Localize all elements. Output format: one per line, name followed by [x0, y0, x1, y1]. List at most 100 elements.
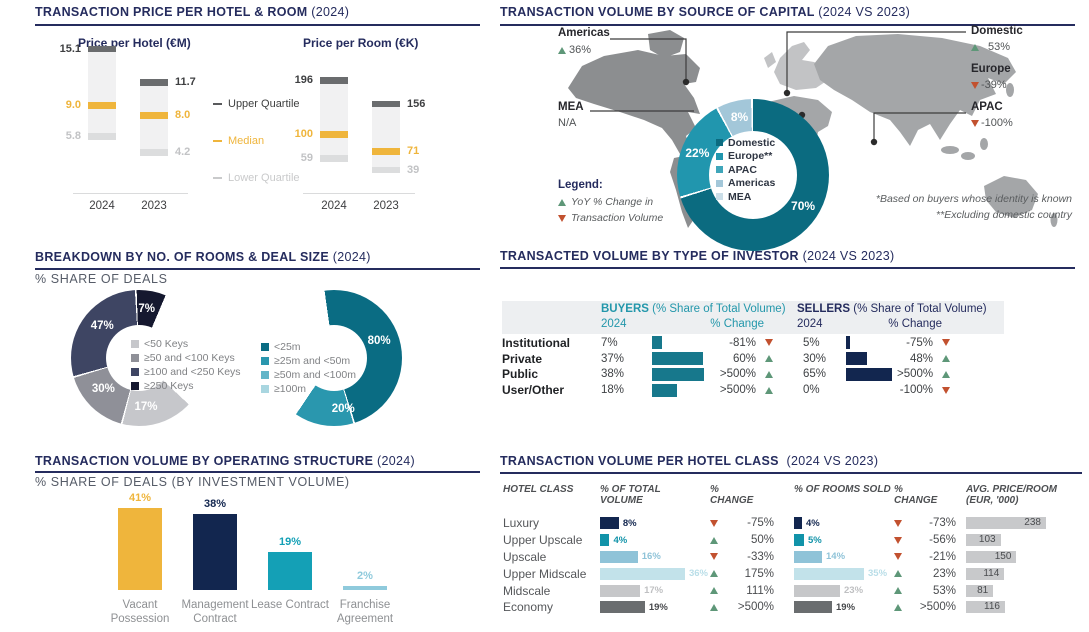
buyer-share-bar	[652, 383, 677, 397]
buyer-share-bar	[652, 367, 705, 381]
down-triangle-icon	[710, 519, 718, 527]
volume-change-value: -75%	[747, 517, 774, 530]
volume-bar	[600, 567, 685, 580]
rooms-change-cell: -21%	[894, 551, 956, 563]
rooms-bar-cell: 5%	[794, 534, 894, 547]
legend-dash-icon	[213, 176, 222, 180]
sellers-year-header: 2024	[797, 318, 823, 330]
volume-bar	[600, 584, 641, 597]
donut-legend-label: <25m	[274, 341, 301, 353]
donut-segment-value: 47%	[90, 320, 114, 333]
lower-quartile-mark	[88, 133, 116, 140]
down-triangle-icon	[710, 553, 718, 561]
structure-bar-value: 41%	[128, 492, 152, 504]
volume-change-value: -33%	[747, 550, 774, 563]
lower-quartile-value: 5.8	[65, 130, 81, 143]
legend-swatch-icon	[131, 382, 139, 390]
capital-legend-title: Legend:	[558, 179, 603, 191]
island-uk	[764, 52, 776, 68]
donut-legend-label: ≥50 and <100 Keys	[144, 352, 235, 364]
donut-segment-value: 8%	[730, 109, 749, 124]
rooms-change-cell: 53%	[894, 585, 956, 597]
rooms-bar-cell: 19%	[794, 601, 894, 614]
down-triangle-icon	[765, 339, 773, 347]
buyer-share-value: 18%	[601, 384, 625, 397]
capital-footnote-1: *Based on buyers whose identity is known	[875, 193, 1072, 205]
donut-legend-item: Americas	[716, 177, 775, 191]
legend-dash-icon	[213, 102, 222, 106]
seller-change-direction	[933, 339, 950, 347]
quartile-legend-item: Lower Quartile	[213, 172, 300, 184]
rooms-change-value: -56%	[929, 534, 956, 547]
rooms-bar-value: 4%	[806, 517, 820, 529]
donut-legend-label: APAC	[728, 163, 757, 176]
donut-segment-value: 17%	[134, 400, 158, 413]
volume-bar-cell: 4%	[600, 534, 710, 547]
volume-bar-value: 16%	[641, 551, 661, 563]
donut-segment-value: 30%	[91, 383, 115, 396]
source-of-capital-donut-legend: Domestic Europe** APAC Americas MEA	[716, 136, 775, 204]
hotel-class-table-row: Upscale 16% -33% 14% -21% 150	[503, 549, 1083, 566]
median-value: 9.0	[65, 99, 81, 112]
structure-category-label: Franchise Agreement	[336, 599, 394, 625]
volume-change-cell: 50%	[710, 534, 774, 546]
rooms-change-value: >500%	[919, 601, 956, 614]
volume-bar-value: 8%	[622, 517, 637, 529]
buyer-share-bar-cell	[652, 352, 710, 366]
rooms-bar-value: 14%	[826, 551, 846, 563]
continent-greenland	[648, 30, 684, 58]
source-of-capital-donut-chart: 8% 22% 70%	[677, 99, 829, 251]
legend-dash-icon	[213, 139, 222, 143]
callout-mea-value: N/A	[558, 117, 577, 129]
hotel-class-table-row: Midscale 17% 111% 23% 53% 81	[503, 582, 1083, 599]
capital-title-suffix: (2024 VS 2023)	[818, 5, 911, 19]
investor-table-body: Institutional 7% -81% 5% -75% Private 37% 60% 30…	[502, 335, 1004, 398]
down-triangle-icon	[894, 536, 902, 544]
donut-legend-item: ≥25m and <50m	[261, 354, 356, 368]
capital-legend-down-line: Transaction Volume	[558, 212, 663, 224]
callout-americas-value: 36%	[558, 44, 591, 56]
island-japan	[1006, 83, 1014, 97]
volume-bar	[600, 517, 619, 530]
up-triangle-icon	[710, 603, 718, 611]
island-indonesia	[941, 146, 959, 154]
structure-section-subtitle: % SHARE OF DEALS (BY INVESTMENT VOLUME)	[35, 475, 350, 489]
callout-apac-value: -100%	[971, 117, 1013, 129]
buyer-share-bar	[652, 336, 662, 350]
down-triangle-icon	[894, 519, 902, 527]
upper-quartile-value: 156	[407, 97, 426, 110]
volume-change-value: >500%	[737, 601, 774, 614]
down-triangle-icon	[894, 553, 902, 561]
year-axis-label: 2024	[321, 200, 347, 212]
price-bar-cell: 103	[966, 534, 1052, 547]
legend-swatch-icon	[716, 139, 723, 147]
legend-swatch-icon	[716, 152, 723, 160]
structure-category-label: Vacant Possession	[110, 599, 170, 625]
price-title-suffix: (2024)	[311, 5, 350, 19]
structure-bar	[193, 514, 237, 590]
class-table-header: HOTEL CLASS % OF TOTAL VOLUME % CHANGE %…	[503, 484, 1083, 506]
median-value: 100	[294, 128, 313, 141]
volume-bar-cell: 8%	[600, 517, 710, 530]
quartile-legend-label: Median	[228, 135, 265, 147]
buyers-change-header: % Change	[710, 318, 764, 330]
legend-swatch-icon	[716, 193, 723, 201]
volume-bar-cell: 16%	[600, 550, 710, 563]
volume-bar-value: 4%	[613, 534, 628, 546]
investor-table-row: Public 38% >500% 65% >500%	[502, 367, 1004, 383]
volume-bar	[600, 601, 645, 614]
volume-bar-value: 17%	[644, 585, 664, 597]
sellers-header: SELLERS (% Share of Total Volume)	[797, 303, 987, 315]
donut-legend-item: Europe**	[716, 150, 775, 164]
volume-bar-value: 36%	[688, 568, 708, 580]
continent-australia	[984, 176, 1038, 218]
seller-share-bar-cell	[846, 367, 897, 381]
donut-segment-value: 70%	[791, 199, 816, 214]
donut-legend-label: Americas	[728, 177, 776, 190]
donut-legend-label: ≥100m	[274, 383, 307, 395]
rooms-change-cell: >500%	[894, 601, 956, 613]
donut-legend-item: ≥100m	[261, 382, 356, 396]
hotel-class-label: Economy	[503, 600, 554, 615]
up-triangle-icon	[942, 370, 950, 378]
rooms-section-rule	[35, 268, 480, 270]
